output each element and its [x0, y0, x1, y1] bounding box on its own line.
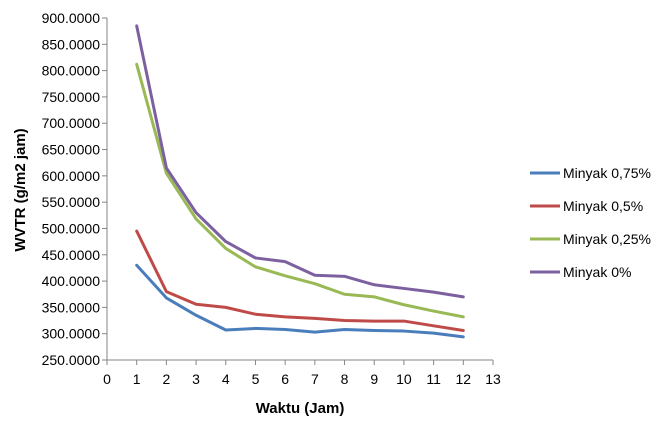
- x-tick-label: 3: [192, 371, 200, 387]
- x-tick-label: 5: [252, 371, 260, 387]
- legend: Minyak 0,75% Minyak 0,5% Minyak 0,25% Minya…: [530, 165, 651, 280]
- series-line-1: [135, 229, 465, 333]
- y-axis-title: WVTR (g/m2 jam): [12, 128, 29, 251]
- y-tick-label: 300.0000: [42, 326, 101, 342]
- y-tick-label: 550.0000: [42, 194, 101, 210]
- y-tick-label: 850.0000: [42, 36, 101, 52]
- legend-label: Minyak 0,25%: [563, 231, 651, 247]
- x-tick-label: 0: [103, 371, 111, 387]
- y-tick-label: 450.0000: [42, 247, 101, 263]
- y-tick-label: 600.0000: [42, 168, 101, 184]
- y-tick-label: 900.0000: [42, 10, 101, 26]
- x-tick-label: 1: [133, 371, 141, 387]
- y-axis-ticks: 250.0000 300.0000 350.0000 400.0000 450.0000…: [42, 10, 107, 368]
- series-line-2: [135, 62, 465, 319]
- x-tick-label: 7: [311, 371, 319, 387]
- series-lines: [135, 24, 465, 339]
- x-tick-label: 8: [341, 371, 349, 387]
- x-tick-label: 9: [370, 371, 378, 387]
- x-tick-label: 6: [281, 371, 289, 387]
- y-tick-label: 750.0000: [42, 89, 101, 105]
- x-tick-label: 2: [162, 371, 170, 387]
- y-tick-label: 400.0000: [42, 273, 101, 289]
- plot-area: [106, 18, 493, 361]
- legend-label: Minyak 0,75%: [563, 165, 651, 181]
- x-tick-label: 13: [485, 371, 501, 387]
- y-tick-label: 350.0000: [42, 299, 101, 315]
- x-tick-label: 11: [426, 371, 441, 387]
- legend-label: Minyak 0,5%: [563, 198, 643, 214]
- x-axis-title: Waktu (Jam): [256, 400, 345, 417]
- y-tick-label: 650.0000: [42, 142, 101, 158]
- series-line-0: [135, 263, 465, 339]
- series-line-3: [135, 24, 465, 299]
- y-tick-label: 500.0000: [42, 220, 101, 236]
- x-tick-label: 12: [456, 371, 472, 387]
- x-axis-ticks: 0 1 2 3 4 5 6 7 8 9 10 11 12 13: [103, 360, 501, 387]
- x-tick-label: 4: [222, 371, 230, 387]
- y-tick-label: 800.0000: [42, 63, 101, 79]
- y-tick-label: 700.0000: [42, 115, 101, 131]
- legend-label: Minyak 0%: [563, 264, 631, 280]
- y-tick-label: 250.0000: [42, 352, 101, 368]
- x-tick-label: 10: [396, 371, 412, 387]
